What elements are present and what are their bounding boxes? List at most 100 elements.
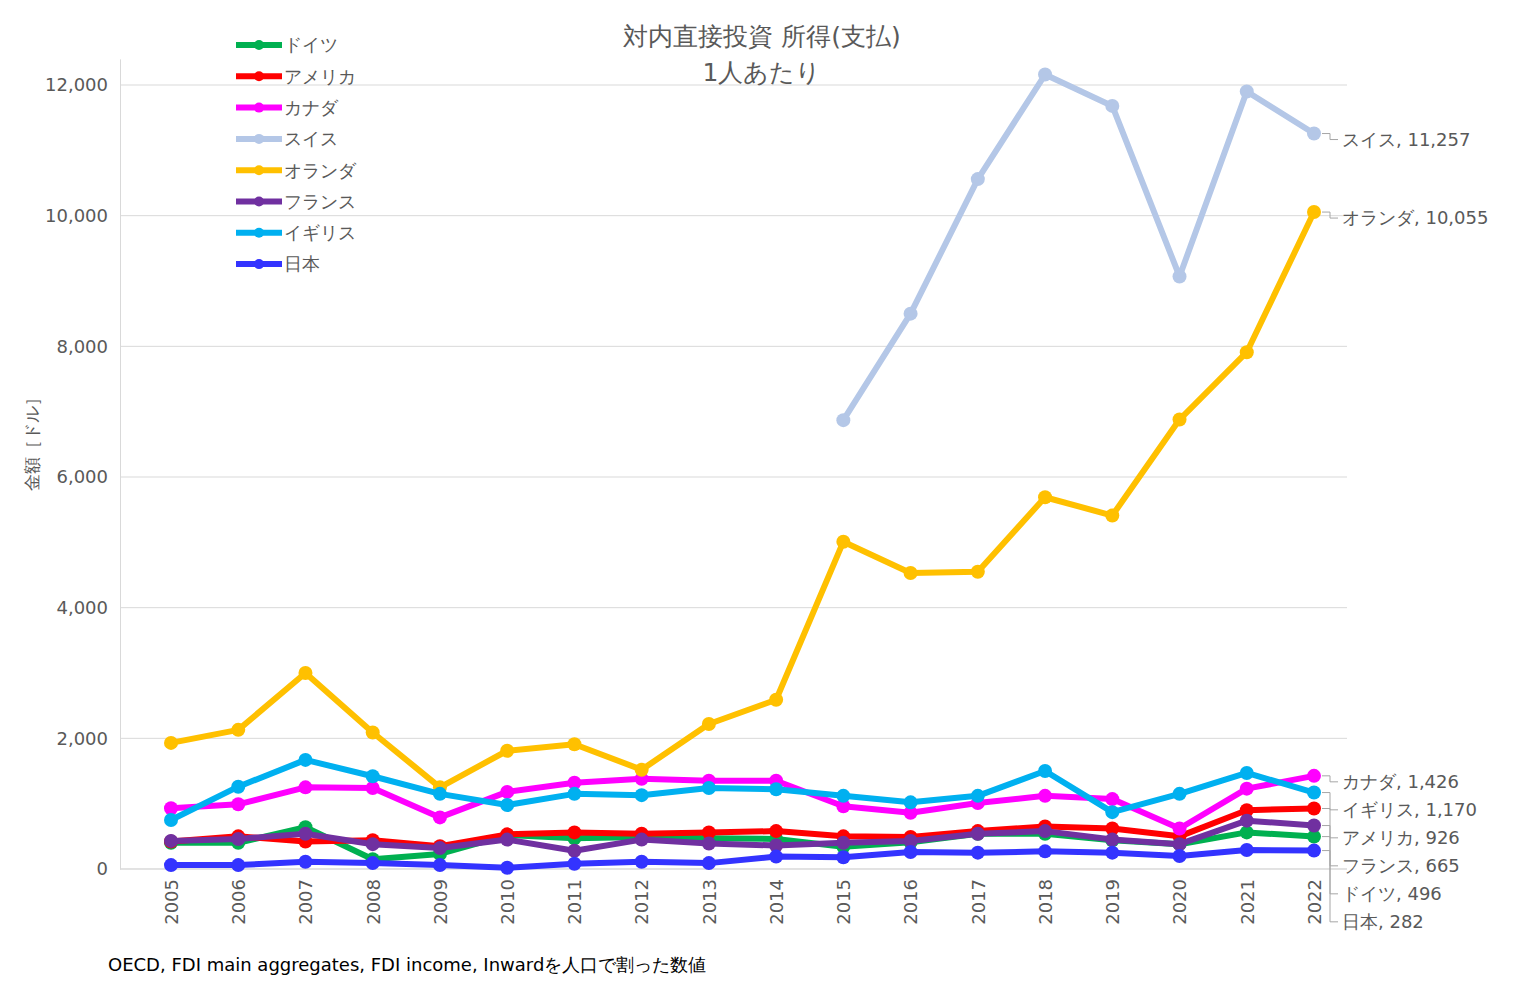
series-point [1105, 792, 1119, 806]
legend-marker [254, 228, 264, 238]
grid-line [120, 346, 1347, 347]
x-tick: 2013 [699, 869, 720, 925]
series-point [298, 753, 312, 767]
y-tick: 12,000 [45, 74, 120, 95]
series [164, 753, 1321, 827]
series-point [836, 789, 850, 803]
x-tick: 2008 [363, 869, 384, 925]
x-tick-label: 2022 [1304, 879, 1325, 925]
y-tick: 8,000 [56, 336, 120, 357]
plot-area [164, 68, 1321, 875]
series-point [971, 827, 985, 841]
series-point [1307, 819, 1321, 833]
series-point [1173, 269, 1187, 283]
series-point [231, 780, 245, 794]
x-tick: 2007 [295, 869, 316, 925]
y-tick: 4,000 [56, 597, 120, 618]
series-point [231, 723, 245, 737]
legend-marker [254, 71, 264, 81]
y-axis-line [120, 59, 121, 869]
y-tick: 6,000 [56, 466, 120, 487]
series-point [1240, 766, 1254, 780]
series-point [635, 833, 649, 847]
legend-label: オランダ [284, 160, 357, 181]
series-point [702, 837, 716, 851]
series [164, 843, 1321, 875]
x-tick-label: 2017 [968, 879, 989, 925]
series [164, 205, 1321, 794]
series-point [1307, 769, 1321, 783]
x-tick: 2010 [497, 869, 518, 925]
series-point [904, 845, 918, 859]
series-point [567, 825, 581, 839]
x-tick-label: 2014 [766, 879, 787, 925]
series-point [298, 780, 312, 794]
y-tick: 10,000 [45, 205, 120, 226]
series-point [769, 824, 783, 838]
series-point [702, 781, 716, 795]
x-tick: 2019 [1102, 869, 1123, 925]
annotation: イギリス, 1,170 [1342, 799, 1477, 820]
series-point [971, 565, 985, 579]
series-point [567, 857, 581, 871]
series-point [904, 566, 918, 580]
legend-entry: 日本 [236, 253, 320, 274]
annotation: アメリカ, 926 [1342, 827, 1460, 848]
series-point [836, 413, 850, 427]
x-tick: 2017 [968, 869, 989, 925]
series-point [1307, 802, 1321, 816]
series-point [1038, 68, 1052, 82]
series-point [164, 813, 178, 827]
y-tick-label: 6,000 [56, 466, 108, 487]
series-line [171, 850, 1314, 868]
x-tick-label: 2021 [1237, 879, 1258, 925]
series-point [567, 787, 581, 801]
annotation: ドイツ, 496 [1342, 883, 1442, 904]
x-tick: 2014 [766, 869, 787, 925]
series-point [904, 795, 918, 809]
series-point [1307, 844, 1321, 858]
series-point [971, 172, 985, 186]
series-point [1105, 509, 1119, 523]
y-tick-label: 10,000 [45, 205, 108, 226]
legend-label: スイス [284, 128, 338, 149]
series-point [1307, 127, 1321, 141]
series [836, 68, 1321, 428]
legend-label: 日本 [284, 253, 320, 274]
series [164, 802, 1321, 854]
series-point [1240, 85, 1254, 99]
y-tick-label: 2,000 [56, 728, 108, 749]
series-point [567, 737, 581, 751]
x-tick-label: 2018 [1035, 879, 1056, 925]
legend: ドイツアメリカカナダスイスオランダフランスイギリス日本 [236, 34, 357, 274]
series-point [366, 856, 380, 870]
series-point [702, 717, 716, 731]
series-point [298, 666, 312, 680]
x-tick: 2022 [1304, 869, 1325, 925]
grid-line [120, 215, 1347, 216]
annotation: 日本, 282 [1342, 911, 1424, 932]
x-tick-label: 2010 [497, 879, 518, 925]
x-tick-label: 2015 [833, 879, 854, 925]
series-point [836, 535, 850, 549]
series-point [500, 744, 514, 758]
series-point [1105, 805, 1119, 819]
x-tick-label: 2016 [900, 879, 921, 925]
series-line [843, 75, 1314, 421]
legend-label: イギリス [284, 222, 356, 243]
series-point [298, 827, 312, 841]
legend-marker [254, 165, 264, 175]
series-point [1105, 833, 1119, 847]
series [164, 814, 1321, 858]
series-point [164, 834, 178, 848]
series-point [1038, 789, 1052, 803]
series-point [164, 858, 178, 872]
legend-entry: カナダ [236, 97, 339, 118]
x-tick-label: 2019 [1102, 879, 1123, 925]
x-axis: 2005200620072008200920102011201220132014… [120, 869, 1347, 925]
x-tick-label: 2009 [430, 879, 451, 925]
annotation: オランダ, 10,055 [1342, 207, 1488, 228]
series-point [635, 855, 649, 869]
series-line [171, 821, 1314, 851]
series-point [1173, 821, 1187, 835]
